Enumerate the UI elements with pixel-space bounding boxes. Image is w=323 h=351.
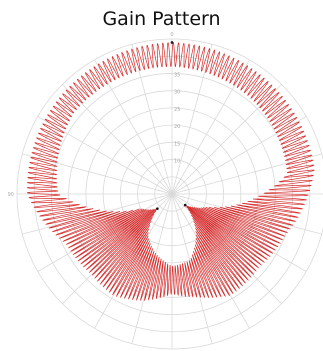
radial-tick-label: 30 (174, 90, 180, 96)
grid-spoke (171, 44, 213, 195)
trace-marker (156, 207, 159, 210)
radial-tick-label: 20 (174, 124, 180, 130)
radial-tick-label: 40 (174, 55, 180, 61)
chart-title: Gain Pattern (102, 8, 221, 30)
trace-marker (170, 41, 174, 44)
grid-spoke (171, 84, 282, 195)
radial-tick-label: 25 (174, 107, 180, 113)
grid-spoke (171, 59, 250, 195)
trace-marker (183, 203, 187, 207)
grid-spoke (62, 84, 173, 195)
grid-spoke (94, 59, 173, 195)
radial-tick-label: 35 (174, 72, 180, 78)
gain-trace (26, 42, 315, 301)
angle-tick-label: 90 (8, 192, 14, 198)
angle-tick-label: 0 (170, 32, 173, 38)
radial-tick-label: 10 (174, 159, 180, 165)
grid-spoke (37, 116, 173, 195)
grid-spoke (131, 44, 173, 195)
radial-tick-label: 15 (174, 141, 180, 147)
